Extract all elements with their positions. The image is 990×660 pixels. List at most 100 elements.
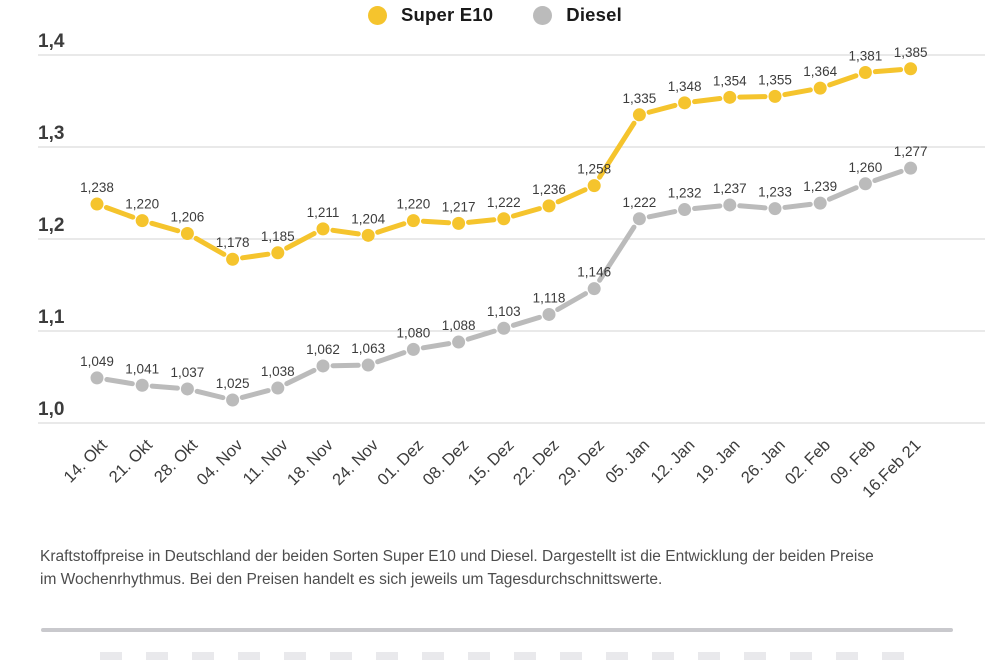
series-segment-diesel <box>692 203 723 212</box>
legend: Super E10 Diesel <box>0 4 990 26</box>
data-label: 1,381 <box>849 48 883 63</box>
series-segment-super-e10 <box>375 221 407 235</box>
data-point <box>768 89 782 103</box>
caption-text: Kraftstoffpreise in Deutschland der beid… <box>40 548 874 588</box>
series-segment-super-e10 <box>149 220 181 234</box>
y-tick-label: 1,1 <box>38 307 65 328</box>
series-segment-diesel <box>284 367 317 387</box>
x-tick-label: 24. Nov <box>329 436 382 489</box>
x-tick-label: 28. Okt <box>151 436 202 487</box>
data-label: 1,385 <box>894 45 928 60</box>
x-tick-label: 05. Jan <box>602 436 653 487</box>
series-segment-diesel <box>510 314 542 328</box>
data-point <box>180 382 194 396</box>
data-label: 1,041 <box>125 361 159 376</box>
data-label: 1,220 <box>397 197 431 212</box>
data-label: 1,239 <box>803 179 837 194</box>
x-tick-label: 08. Dez <box>419 436 472 489</box>
x-tick-label: 22. Dez <box>510 436 563 489</box>
data-label: 1,238 <box>80 180 114 195</box>
series-segment-diesel <box>104 377 135 387</box>
x-tick-label: 19. Jan <box>693 436 744 487</box>
data-label: 1,260 <box>849 160 883 175</box>
legend-item-diesel: Diesel <box>533 4 622 26</box>
series-segment-super-e10 <box>193 235 227 257</box>
data-label: 1,220 <box>125 197 159 212</box>
data-point <box>361 358 375 372</box>
data-point <box>542 199 556 213</box>
series-segment-super-e10 <box>103 204 136 220</box>
series-segment-super-e10 <box>330 227 361 237</box>
data-point <box>723 90 737 104</box>
data-point <box>316 222 330 236</box>
series-segment-super-e10 <box>240 251 271 261</box>
series-segment-super-e10 <box>555 187 588 205</box>
data-point <box>406 342 420 356</box>
data-point <box>180 226 194 240</box>
series-segment-super-e10 <box>284 231 317 251</box>
data-point <box>632 212 646 226</box>
series-segment-diesel <box>737 203 768 211</box>
bottom-divider <box>41 628 953 632</box>
series-segment-diesel <box>597 224 637 283</box>
series-segment-diesel <box>782 201 813 210</box>
data-label: 1,211 <box>307 205 340 220</box>
data-point <box>226 393 240 407</box>
data-label: 1,204 <box>351 211 385 226</box>
x-tick-label: 18. Nov <box>284 436 337 489</box>
series-segment-super-e10 <box>597 120 637 180</box>
series-segment-super-e10 <box>872 67 904 75</box>
legend-dot-super-e10-icon <box>367 5 387 25</box>
y-tick-label: 1,2 <box>38 215 64 236</box>
x-tick-label: 14. Okt <box>60 436 111 487</box>
x-tick-label: 29. Dez <box>555 436 608 489</box>
x-tick-label: 15. Dez <box>465 436 518 489</box>
series-segment-super-e10 <box>466 217 497 225</box>
data-point <box>904 62 918 76</box>
data-point <box>768 202 782 216</box>
x-tick-label: 11. Nov <box>240 436 293 489</box>
data-point <box>226 252 240 266</box>
data-label: 1,146 <box>577 265 611 280</box>
data-point <box>135 214 149 228</box>
data-label: 1,237 <box>713 181 747 196</box>
data-point <box>858 65 872 79</box>
series-segment-diesel <box>420 341 452 351</box>
data-label: 1,080 <box>397 325 431 340</box>
data-point <box>497 212 511 226</box>
series-segment-super-e10 <box>420 218 452 226</box>
series-segment-diesel <box>646 209 678 220</box>
series-segment-diesel <box>872 168 904 184</box>
x-tick-label: 21. Okt <box>106 436 157 487</box>
data-label: 1,103 <box>487 304 521 319</box>
y-tick-label: 1,4 <box>38 31 65 52</box>
series-segment-diesel <box>194 388 226 401</box>
series-segment-diesel <box>149 383 180 391</box>
data-point <box>497 321 511 335</box>
data-label: 1,355 <box>758 72 792 87</box>
data-label: 1,222 <box>623 195 657 210</box>
series-segment-diesel <box>555 291 589 312</box>
series-segment-super-e10 <box>737 94 768 100</box>
data-point <box>452 335 466 349</box>
data-label: 1,118 <box>533 290 566 305</box>
data-label: 1,206 <box>171 209 205 224</box>
cropped-attribution-remnant <box>100 652 910 660</box>
data-label: 1,063 <box>351 341 385 356</box>
legend-dot-diesel-icon <box>533 5 553 25</box>
data-point <box>271 381 285 395</box>
data-point <box>90 197 104 211</box>
legend-item-super-e10: Super E10 <box>367 4 493 26</box>
data-label: 1,025 <box>216 376 250 391</box>
series-segment-super-e10 <box>510 206 542 219</box>
data-label: 1,232 <box>668 186 702 201</box>
series-segment-super-e10 <box>827 73 859 88</box>
data-label: 1,236 <box>532 182 566 197</box>
data-label: 1,217 <box>442 199 476 214</box>
data-label: 1,222 <box>487 195 521 210</box>
data-point <box>135 378 149 392</box>
data-label: 1,178 <box>216 235 250 250</box>
x-tick-label: 26. Jan <box>738 436 789 487</box>
